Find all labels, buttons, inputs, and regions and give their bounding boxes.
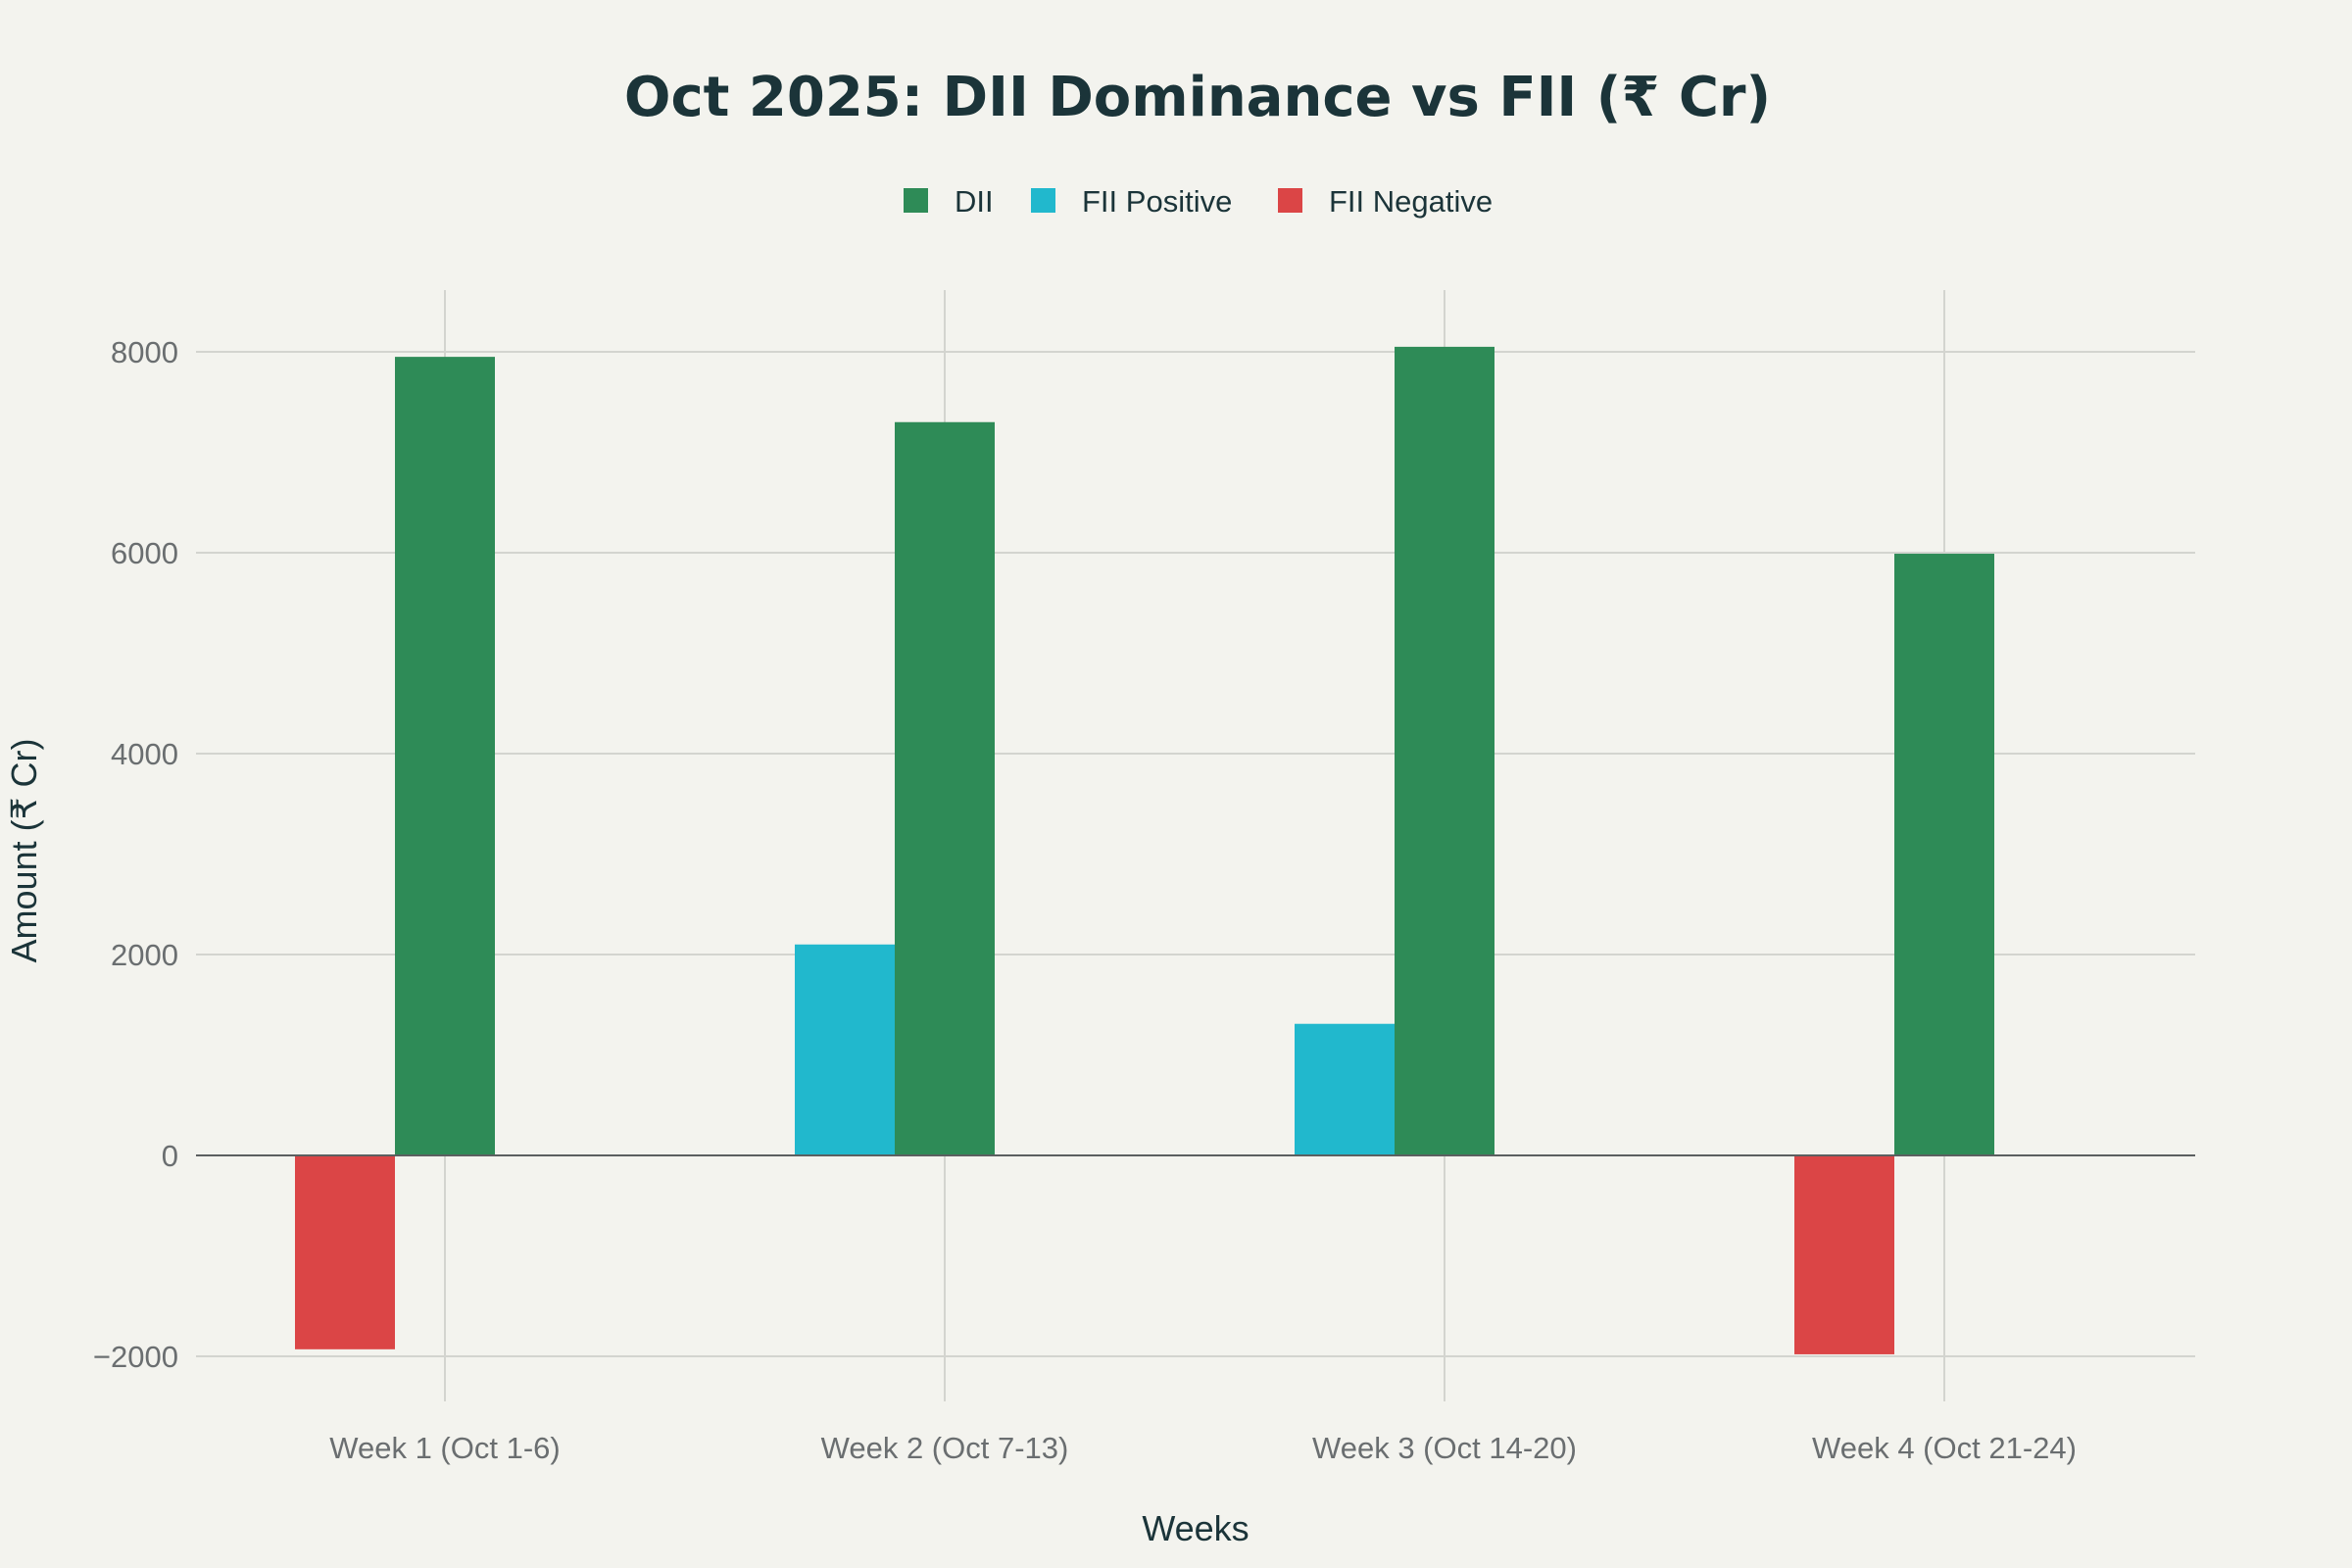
x-tick-label: Week 4 (Oct 21-24) xyxy=(1812,1431,2077,1465)
y-axis-label: Amount (₹ Cr) xyxy=(4,739,44,963)
y-tick-label: 2000 xyxy=(111,938,178,972)
y-tick-label: 8000 xyxy=(111,335,178,369)
y-tick-label: 4000 xyxy=(111,737,178,771)
x-axis-ticks: Week 1 (Oct 1-6) Week 2 (Oct 7-13) Week 3 … xyxy=(329,1431,2077,1465)
x-tick-label: Week 1 (Oct 1-6) xyxy=(329,1431,560,1465)
x-tick-label: Week 3 (Oct 14-20) xyxy=(1312,1431,1577,1465)
legend-swatch-dii xyxy=(904,188,928,213)
y-tick-label: 6000 xyxy=(111,536,178,570)
x-axis-label: Weeks xyxy=(1142,1508,1249,1548)
legend-label-fii-positive: FII Positive xyxy=(1082,184,1232,219)
legend-swatch-fii-negative xyxy=(1278,188,1302,213)
x-tick-label: Week 2 (Oct 7-13) xyxy=(821,1431,1069,1465)
legend-swatch-fii-positive xyxy=(1031,188,1055,213)
chart-legend: DII FII Positive FII Negative xyxy=(904,184,1493,219)
y-tick-label: −2000 xyxy=(93,1340,178,1374)
bar-dii-week-1 xyxy=(395,357,495,1155)
bar-dii-week-4 xyxy=(1894,554,1994,1155)
legend-label-dii: DII xyxy=(955,184,994,219)
bar-fii-negative-week-1 xyxy=(295,1155,395,1349)
chart-bars xyxy=(295,346,1994,1354)
bar-fii-positive-week-3 xyxy=(1295,1023,1395,1155)
y-axis-ticks: −2000 0 2000 4000 6000 8000 xyxy=(93,335,178,1374)
bar-dii-week-2 xyxy=(895,421,995,1155)
chart-title: Oct 2025: DII Dominance vs FII (₹ Cr) xyxy=(624,66,1771,129)
bar-fii-positive-week-2 xyxy=(795,944,895,1155)
legend-label-fii-negative: FII Negative xyxy=(1329,184,1493,219)
y-tick-label: 0 xyxy=(162,1139,178,1173)
bar-fii-negative-week-4 xyxy=(1794,1155,1894,1354)
bar-dii-week-3 xyxy=(1395,346,1494,1155)
